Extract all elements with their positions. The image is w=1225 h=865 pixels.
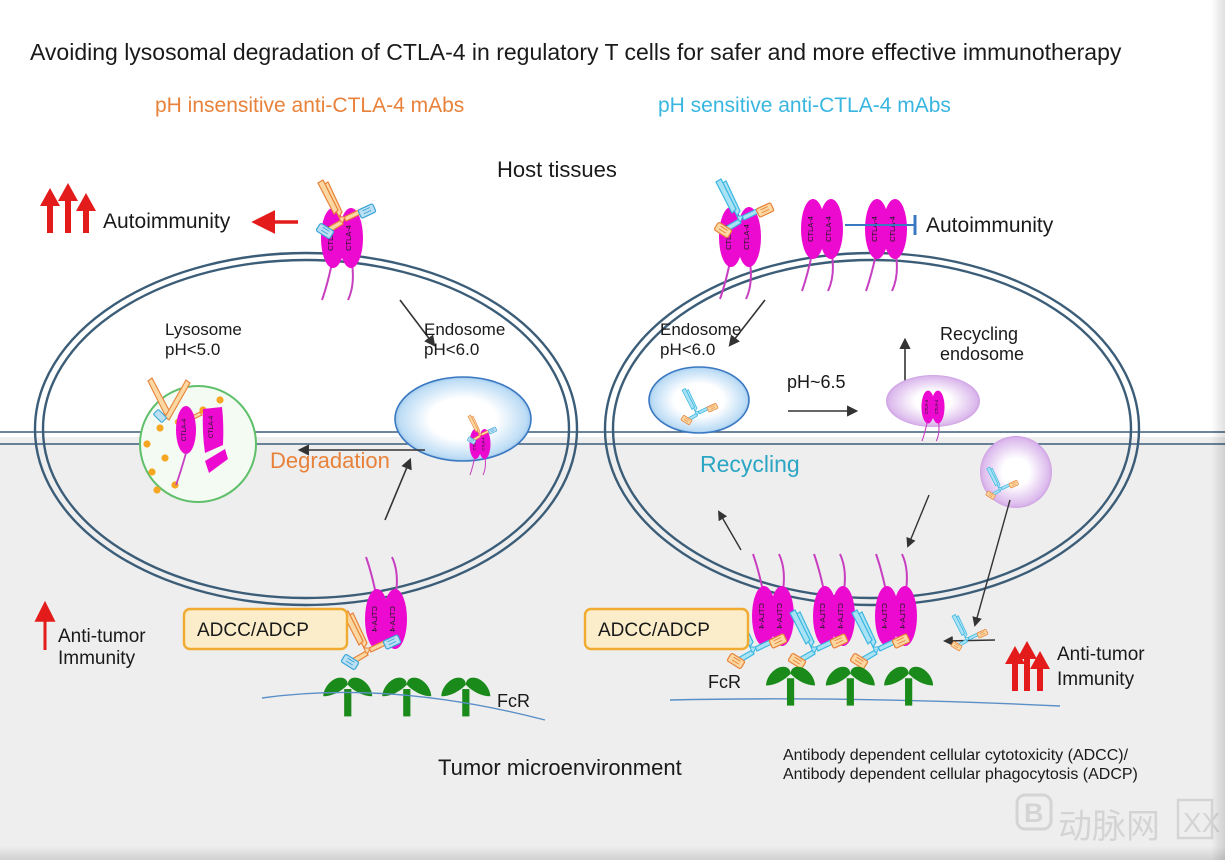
svg-text:Endosome: Endosome	[660, 320, 741, 339]
svg-text:Autoimmunity: Autoimmunity	[103, 210, 231, 233]
svg-text:Avoiding lysosomal degradation: Avoiding lysosomal degradation of CTLA-4…	[30, 39, 1122, 65]
svg-text:ADCC/ADCP: ADCC/ADCP	[197, 620, 309, 641]
svg-text:pH insensitive anti-CTLA-4 mAb: pH insensitive anti-CTLA-4 mAbs	[155, 94, 464, 117]
svg-text:pH<6.0: pH<6.0	[660, 340, 715, 359]
svg-text:Autoimmunity: Autoimmunity	[926, 214, 1054, 237]
svg-text:Anti-tumor: Anti-tumor	[1057, 644, 1145, 665]
svg-text:Recycling: Recycling	[940, 324, 1018, 344]
svg-text:Lysosome: Lysosome	[165, 320, 242, 339]
svg-text:pH sensitive anti-CTLA-4 mAbs: pH sensitive anti-CTLA-4 mAbs	[658, 94, 951, 117]
svg-text:Endosome: Endosome	[424, 320, 505, 339]
svg-text:ADCC/ADCP: ADCC/ADCP	[598, 620, 710, 641]
svg-text:Host tissues: Host tissues	[497, 157, 617, 182]
svg-text:endosome: endosome	[940, 344, 1024, 364]
svg-text:Immunity: Immunity	[58, 648, 136, 669]
svg-text:Degradation: Degradation	[270, 448, 390, 473]
svg-text:CTLA-4: CTLA-4	[208, 415, 215, 438]
svg-text:Immunity: Immunity	[1057, 669, 1135, 690]
svg-text:Anti-tumor: Anti-tumor	[58, 626, 146, 647]
svg-text:Recycling: Recycling	[700, 451, 800, 477]
svg-text:pH<5.0: pH<5.0	[165, 340, 220, 359]
svg-text:pH<6.0: pH<6.0	[424, 340, 479, 359]
svg-text:B: B	[1024, 798, 1044, 828]
svg-text:Antibody dependent cellular cy: Antibody dependent cellular cytotoxicity…	[783, 747, 1129, 764]
svg-text:FcR: FcR	[708, 672, 741, 692]
svg-text:pH~6.5: pH~6.5	[787, 372, 846, 392]
svg-text:动脉网: 动脉网	[1058, 808, 1160, 846]
svg-text:CTLA-4: CTLA-4	[181, 418, 188, 441]
svg-text:FcR: FcR	[497, 691, 530, 711]
svg-text:XX: XX	[1183, 807, 1221, 838]
svg-text:Tumor microenvironment: Tumor microenvironment	[438, 755, 682, 780]
svg-text:Antibody dependent cellular ph: Antibody dependent cellular phagocytosis…	[783, 766, 1138, 783]
